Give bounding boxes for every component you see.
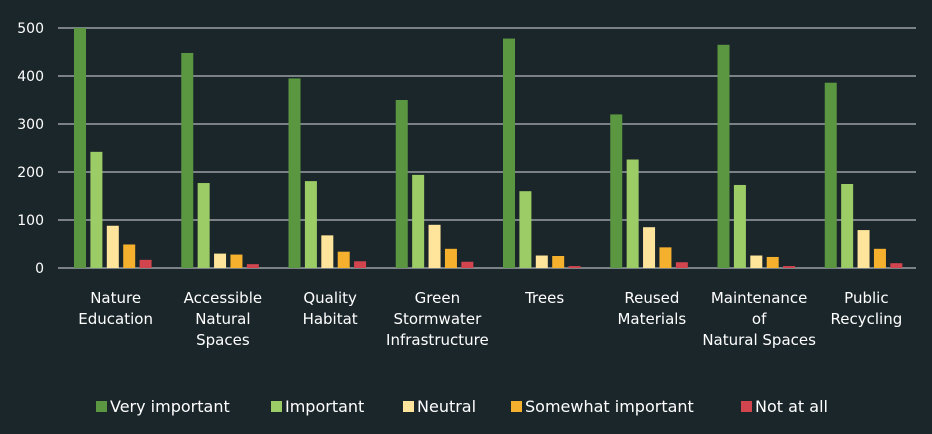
y-tick-label: 0 <box>35 261 44 277</box>
legend-swatch <box>741 401 752 412</box>
bar <box>610 114 623 269</box>
x-tick-label: Quality Habitat <box>303 289 358 328</box>
bar <box>230 254 243 268</box>
y-tick-label: 300 <box>17 117 44 133</box>
legend-item: Important <box>271 397 364 416</box>
bar <box>552 256 565 268</box>
y-tick-label: 100 <box>17 213 44 229</box>
bar <box>643 227 656 268</box>
bars <box>74 28 903 269</box>
bar <box>444 248 457 268</box>
bar <box>321 235 334 268</box>
legend-swatch <box>271 401 282 412</box>
y-tick-label: 400 <box>17 69 44 85</box>
bar <box>197 183 210 268</box>
bar <box>535 255 548 268</box>
bar <box>90 151 103 268</box>
bar <box>395 100 408 268</box>
y-tick-label: 500 <box>17 21 44 37</box>
bar <box>675 262 688 268</box>
bar <box>428 224 441 268</box>
legend-item: Neutral <box>403 397 476 416</box>
bar <box>503 38 515 269</box>
x-tick-label: Green Stormwater Infrastructure <box>386 289 489 349</box>
x-tick-label: Trees <box>524 289 564 307</box>
bar <box>304 181 317 268</box>
x-tick-label: Public Recycling <box>831 289 903 328</box>
bar <box>123 244 136 268</box>
x-tick-label: Nature Education <box>78 289 153 328</box>
bar <box>214 253 227 268</box>
bar <box>733 184 746 268</box>
legend: Very important Important Neutral Somewhat i… <box>96 397 828 416</box>
x-tick-label: Maintenance of Natural Spaces <box>702 289 816 349</box>
bar <box>412 174 425 268</box>
bar <box>568 266 581 268</box>
bar <box>783 266 796 268</box>
legend-label: Neutral <box>417 397 476 416</box>
bar <box>106 225 119 268</box>
legend-swatch <box>511 401 522 412</box>
bar <box>337 251 350 268</box>
legend-item: Not at all <box>741 397 828 416</box>
bar <box>181 52 194 269</box>
x-axis: Nature Education Accessible Natural Spaces Qu… <box>78 289 902 349</box>
bar <box>74 28 86 268</box>
legend-label: Somewhat important <box>525 397 694 416</box>
legend-swatch <box>403 401 414 412</box>
bar <box>626 159 639 268</box>
bar <box>717 44 730 268</box>
bar <box>766 256 779 268</box>
bar <box>519 191 532 268</box>
bar <box>659 247 672 268</box>
bar <box>750 255 763 268</box>
bar <box>139 259 152 268</box>
bar <box>354 261 367 268</box>
y-axis: 0 100 200 300 400 500 <box>17 21 44 277</box>
legend-swatch <box>96 401 107 412</box>
legend-item: Somewhat important <box>511 397 694 416</box>
x-tick-label: Accessible Natural Spaces <box>184 289 262 349</box>
y-tick-label: 200 <box>17 165 44 181</box>
legend-label: Very important <box>110 397 230 416</box>
bar <box>288 78 301 269</box>
bar <box>857 230 870 268</box>
bar <box>461 261 474 268</box>
bar <box>841 184 854 268</box>
legend-item: Very important <box>96 397 230 416</box>
bar <box>873 248 886 268</box>
bar <box>890 263 903 268</box>
x-tick-label: Reused Materials <box>617 289 686 328</box>
legend-label: Not at all <box>755 397 828 416</box>
bar <box>246 264 259 268</box>
legend-label: Important <box>285 397 364 416</box>
bar <box>824 82 837 268</box>
